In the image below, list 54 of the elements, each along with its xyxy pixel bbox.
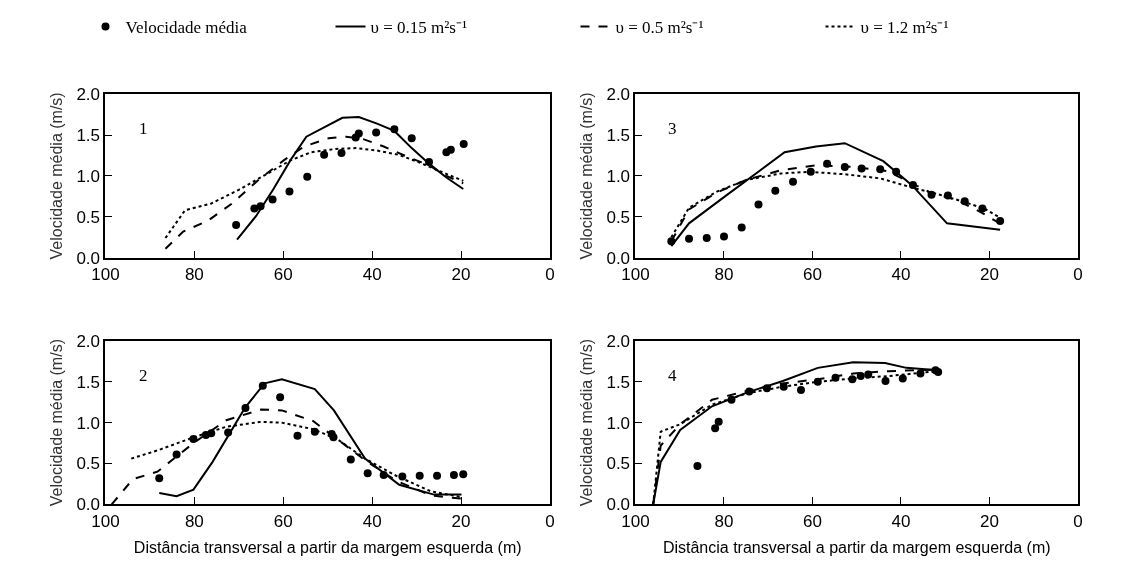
- y-axis-title: Velocidade média (m/s): [47, 92, 65, 260]
- x-tick-label: 80: [714, 265, 734, 285]
- x-tick-label: 0: [545, 265, 555, 285]
- y-tick-label: 0.0: [606, 248, 631, 268]
- y-tick-label: 0.5: [76, 207, 101, 227]
- x-tick-label: 100: [91, 265, 120, 285]
- x-tick-label: 20: [451, 265, 471, 285]
- x-tick-label: 40: [362, 265, 382, 285]
- legend-label: υ = 0.5 m²s⁻¹: [615, 18, 704, 38]
- y-tick-label: 1.0: [606, 413, 631, 433]
- x-tick-label: 0: [1073, 511, 1083, 531]
- y-tick-label: 2.0: [606, 85, 631, 105]
- legend-label: υ = 0.15 m²s⁻¹: [370, 18, 468, 38]
- x-tick-label: 80: [184, 265, 204, 285]
- y-tick-label: 2.0: [606, 331, 631, 351]
- y-tick-label: 0.0: [76, 248, 101, 268]
- legend-label: Velocidade média: [125, 18, 248, 38]
- x-tick-label: 0: [545, 511, 555, 531]
- x-tick-label: 60: [273, 265, 293, 285]
- x-tick-label: 40: [891, 265, 911, 285]
- x-axis-title: Distância transversal a partir da margem esquerda (m): [133, 539, 522, 556]
- x-tick-label: 100: [621, 265, 650, 285]
- y-axis-title: Velocidade média (m/s): [577, 339, 595, 507]
- x-tick-label: 0: [1073, 265, 1083, 285]
- x-tick-label: 40: [891, 511, 911, 531]
- y-tick-label: 2.0: [76, 331, 101, 351]
- y-tick-label: 1.0: [76, 166, 101, 186]
- x-tick-label: 60: [803, 511, 822, 531]
- x-tick-label: 80: [184, 511, 204, 531]
- annotation: 2: [139, 366, 148, 385]
- y-tick-label: 1.0: [76, 413, 101, 433]
- y-tick-label: 1.5: [76, 125, 101, 145]
- annotation: 3: [668, 119, 677, 138]
- x-tick-label: 60: [803, 265, 822, 285]
- x-tick-label: 20: [980, 511, 999, 531]
- y-tick-label: 1.5: [606, 372, 631, 392]
- legend-label: υ = 1.2 m²s⁻¹: [860, 18, 949, 38]
- x-tick-label: 20: [451, 511, 471, 531]
- annotation: 4: [668, 366, 677, 385]
- y-tick-label: 0.5: [606, 207, 631, 227]
- y-tick-label: 0.5: [76, 454, 101, 474]
- x-tick-label: 20: [980, 265, 999, 285]
- x-tick-label: 80: [714, 511, 734, 531]
- y-tick-label: 1.5: [606, 125, 631, 145]
- y-tick-label: 0.5: [606, 454, 631, 474]
- y-tick-label: 2.0: [76, 85, 101, 105]
- annotation: 1: [139, 119, 148, 138]
- x-tick-label: 40: [362, 511, 382, 531]
- y-axis-title: Velocidade média (m/s): [577, 92, 595, 260]
- x-tick-label: 60: [273, 511, 293, 531]
- y-tick-label: 1.0: [606, 166, 631, 186]
- x-axis-title: Distância transversal a partir da margem esquerda (m): [662, 539, 1051, 556]
- y-axis-title: Velocidade média (m/s): [47, 339, 65, 507]
- y-tick-label: 1.5: [76, 372, 101, 392]
